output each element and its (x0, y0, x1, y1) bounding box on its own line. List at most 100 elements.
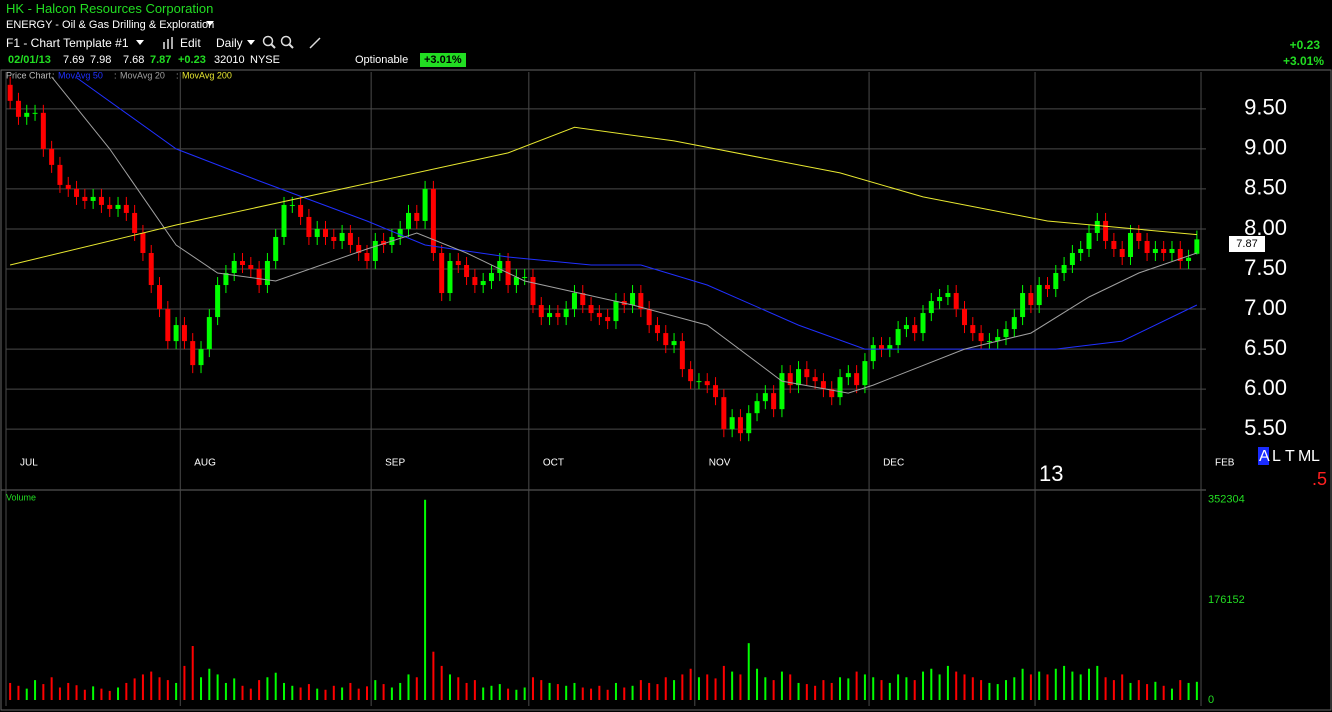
legend-separator: : (52, 70, 55, 80)
volume-bar (681, 674, 684, 700)
x-tick-label: DEC (883, 458, 904, 469)
volume-bar (233, 678, 236, 700)
candle-body (430, 188, 436, 253)
candle-body (1003, 329, 1009, 338)
candle-body (414, 212, 420, 221)
status-letter: T (1285, 448, 1295, 465)
volume-bar (258, 680, 261, 700)
candle-body (837, 377, 843, 398)
dropdown-arrow[interactable] (247, 40, 255, 46)
change-pct-badge: +3.01% (420, 53, 466, 67)
candle-body (480, 281, 486, 286)
last-price-box (1229, 236, 1265, 252)
volume-bar (341, 687, 344, 700)
candle-body (737, 417, 743, 434)
candle-body (314, 228, 320, 237)
volume-bar (590, 688, 593, 700)
volume-bar (67, 682, 70, 700)
volume-bar (946, 665, 949, 700)
volume-bar (863, 674, 866, 700)
quote-date: 02/01/13 (8, 54, 51, 66)
candle-body (1020, 293, 1026, 318)
volume-bar (639, 680, 642, 700)
volume-bar (1079, 674, 1082, 700)
candle-body (555, 313, 561, 318)
candle-body (671, 341, 677, 346)
volume-bar (971, 677, 974, 700)
candle-body (107, 204, 113, 209)
volume-bar (697, 677, 700, 700)
volume-bar (872, 677, 875, 700)
volume-bar (100, 688, 103, 700)
candle-body (165, 309, 171, 342)
volume-bar (473, 680, 476, 700)
volume-bar (905, 677, 908, 700)
volume-bar (141, 674, 144, 700)
volume-bar (332, 685, 335, 700)
zoom-tools[interactable] (262, 35, 322, 51)
volume-bar (789, 674, 792, 700)
dropdown-arrow[interactable] (136, 40, 144, 46)
last-price: 7.87 (1236, 238, 1257, 250)
dropdown-arrow[interactable] (206, 21, 214, 27)
candle-body (1111, 240, 1117, 249)
candle-body (455, 261, 461, 266)
volume-bar (1071, 671, 1074, 700)
quote-change: +0.23 (178, 54, 206, 66)
volume-bar (58, 687, 61, 700)
template[interactable]: F1 - Chart Template #1 (6, 36, 129, 50)
volume-bar (175, 682, 178, 700)
quote-high: 7.98 (90, 54, 112, 66)
candle-body (148, 252, 154, 286)
candle-body (98, 196, 104, 205)
period[interactable]: Daily (216, 36, 243, 50)
volume-bar (241, 685, 244, 700)
candle-body (157, 285, 163, 310)
candle-body (1186, 257, 1192, 261)
volume-bar (382, 684, 385, 700)
legend-entry: MovAvg 20 (120, 70, 165, 80)
volume-bar (855, 671, 858, 700)
y-tick-label: 9.00 (1244, 135, 1287, 160)
volume-bar (117, 687, 120, 700)
volume-bar (839, 677, 842, 700)
candle-body (65, 184, 71, 189)
candle-body (962, 309, 968, 326)
volume-bar (955, 671, 958, 700)
candle-body (538, 305, 544, 318)
candle-body (605, 317, 611, 322)
volume-bar (706, 674, 709, 700)
volume-bar (283, 682, 286, 700)
x-tick-label: AUG (194, 458, 216, 469)
volume-bar (714, 678, 717, 700)
legend-separator: : (114, 70, 117, 80)
candle-body (845, 373, 851, 378)
edit[interactable]: Edit (180, 36, 201, 50)
volume-bar (324, 689, 327, 700)
legend-price: Price Chart (6, 70, 52, 80)
candle-body (1061, 265, 1067, 274)
candle-body (746, 413, 752, 434)
candle-body (854, 373, 860, 386)
symbol-title[interactable]: HK - Halcon Resources Corporation (6, 1, 214, 16)
volume-bar (623, 687, 626, 700)
volume-bar (938, 674, 941, 700)
candle-body (829, 389, 835, 398)
volume-bar (847, 678, 850, 700)
volume-bar (880, 680, 883, 700)
candle-body (1103, 220, 1109, 241)
volume-bar (1054, 668, 1057, 700)
candle-body (771, 393, 777, 410)
edit-icon[interactable] (162, 37, 176, 49)
volume-bar (457, 677, 460, 700)
y-tick-label: 6.50 (1244, 335, 1287, 360)
candle-body (646, 309, 652, 326)
candle-body (49, 148, 55, 165)
candle-body (497, 261, 503, 274)
volume-bar (515, 689, 518, 700)
candle-body (804, 369, 810, 378)
candle-body (953, 293, 959, 310)
candle-body (1119, 248, 1125, 257)
volume-bar (307, 684, 310, 700)
sector[interactable]: ENERGY - Oil & Gas Drilling & Exploratio… (6, 19, 215, 31)
